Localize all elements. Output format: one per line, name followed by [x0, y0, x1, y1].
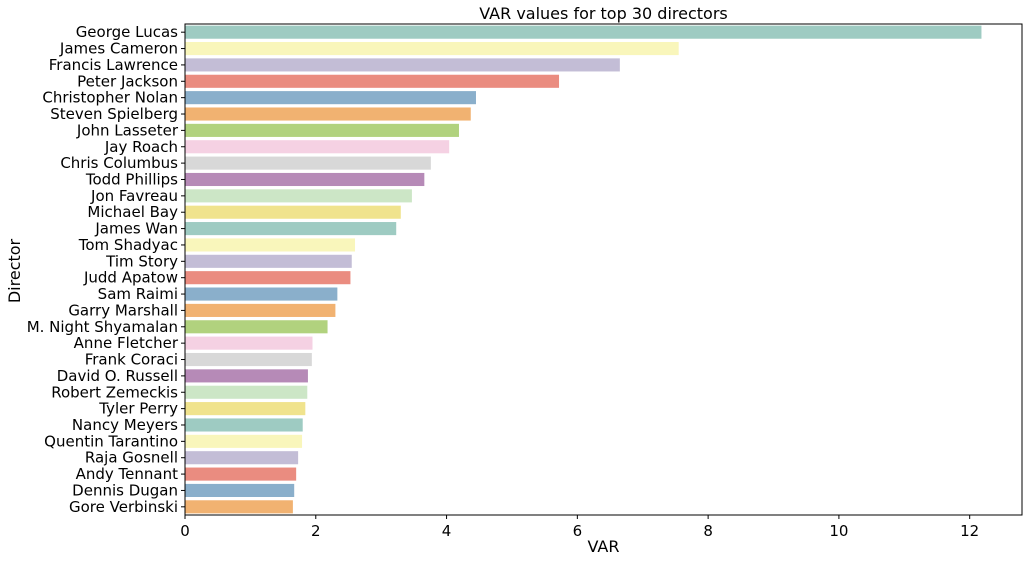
- chart-title: VAR values for top 30 directors: [479, 4, 727, 23]
- y-tick-label: Francis Lawrence: [49, 56, 178, 74]
- y-tick-label: John Lasseter: [76, 121, 179, 139]
- y-tick-label: Garry Marshall: [68, 301, 178, 319]
- bar-francis-lawrence: [185, 58, 620, 72]
- y-tick-label: Nancy Meyers: [72, 416, 178, 434]
- bar-jon-favreau: [185, 189, 412, 203]
- bar-james-cameron: [185, 42, 679, 56]
- y-tick-label: Sam Raimi: [98, 285, 178, 303]
- bar-dennis-dugan: [185, 483, 295, 497]
- y-tick-label: Frank Coraci: [85, 351, 178, 369]
- y-tick-label: Judd Apatow: [83, 269, 178, 287]
- y-tick-label: Jon Favreau: [90, 187, 178, 205]
- bar-tim-story: [185, 254, 352, 268]
- bar-frank-coraci: [185, 352, 312, 367]
- x-ticks: 0 2 4 6 8 10 12: [180, 515, 979, 540]
- x-tick-label: 0: [180, 522, 190, 540]
- y-tick-label: Christopher Nolan: [42, 89, 178, 107]
- bar-andy-tennant: [185, 467, 297, 481]
- y-tick-label: David O. Russell: [57, 367, 178, 385]
- y-tick-label: M. Night Shyamalan: [27, 318, 178, 336]
- bar-michael-bay: [185, 205, 401, 219]
- bar-tom-shadyac: [185, 238, 356, 252]
- y-tick-label: Tim Story: [105, 252, 178, 270]
- y-tick-label: Quentin Tarantino: [44, 432, 178, 450]
- bar-garry-marshall: [185, 303, 336, 317]
- bar-john-lasseter: [185, 123, 459, 137]
- bar-chris-columbus: [185, 156, 431, 170]
- bar-anne-fletcher: [185, 336, 313, 350]
- y-tick-label: Steven Spielberg: [50, 105, 178, 123]
- x-axis-title: VAR: [588, 537, 620, 556]
- y-axis-title: Director: [5, 238, 24, 303]
- bar-steven-spielberg: [185, 107, 471, 121]
- bar-tyler-perry: [185, 402, 306, 416]
- y-tick-label: Michael Bay: [87, 203, 178, 221]
- x-tick-label: 2: [311, 522, 321, 540]
- y-tick-label: Todd Phillips: [85, 170, 178, 188]
- x-tick-label: 6: [573, 522, 583, 540]
- y-tick-label: James Wan: [94, 220, 178, 238]
- bar-gore-verbinski: [185, 500, 293, 514]
- bar-jay-roach: [185, 140, 450, 154]
- bar-raja-gosnell: [185, 451, 299, 465]
- y-tick-label: James Cameron: [59, 40, 178, 58]
- x-tick-label: 8: [703, 522, 713, 540]
- y-tick-label: George Lucas: [76, 23, 178, 41]
- y-tick-label: Raja Gosnell: [85, 449, 178, 467]
- bar-george-lucas: [185, 25, 982, 39]
- bar-nancy-meyers: [185, 418, 303, 432]
- y-tick-label: Andy Tennant: [76, 465, 178, 483]
- x-tick-label: 10: [829, 522, 848, 540]
- bar-judd-apatow: [185, 271, 351, 285]
- y-tick-label: Gore Verbinski: [69, 498, 178, 516]
- y-tick-label: Peter Jackson: [77, 72, 178, 90]
- y-tick-label: Chris Columbus: [60, 154, 178, 172]
- y-tick-label: Dennis Dugan: [72, 481, 178, 499]
- bar-robert-zemeckis: [185, 385, 308, 399]
- bar-david-o-russell: [185, 369, 308, 383]
- bar-james-wan: [185, 222, 397, 236]
- x-tick-label: 12: [960, 522, 979, 540]
- y-tick-label: Anne Fletcher: [74, 334, 179, 352]
- bar-christopher-nolan: [185, 91, 476, 105]
- bar-todd-phillips: [185, 172, 425, 187]
- bar-m-night-shyamalan: [185, 320, 328, 334]
- y-tick-label: Tyler Perry: [98, 400, 178, 418]
- bar-peter-jackson: [185, 74, 560, 88]
- y-tick-label: Jay Roach: [104, 138, 178, 156]
- bar-quentin-tarantino: [185, 434, 303, 448]
- y-tick-label: Robert Zemeckis: [51, 383, 178, 401]
- plot-frame: [184, 23, 1023, 516]
- bar-sam-raimi: [185, 287, 338, 301]
- y-tick-label: Tom Shadyac: [78, 236, 178, 254]
- bars-group: [185, 25, 982, 514]
- x-tick-label: 4: [442, 522, 452, 540]
